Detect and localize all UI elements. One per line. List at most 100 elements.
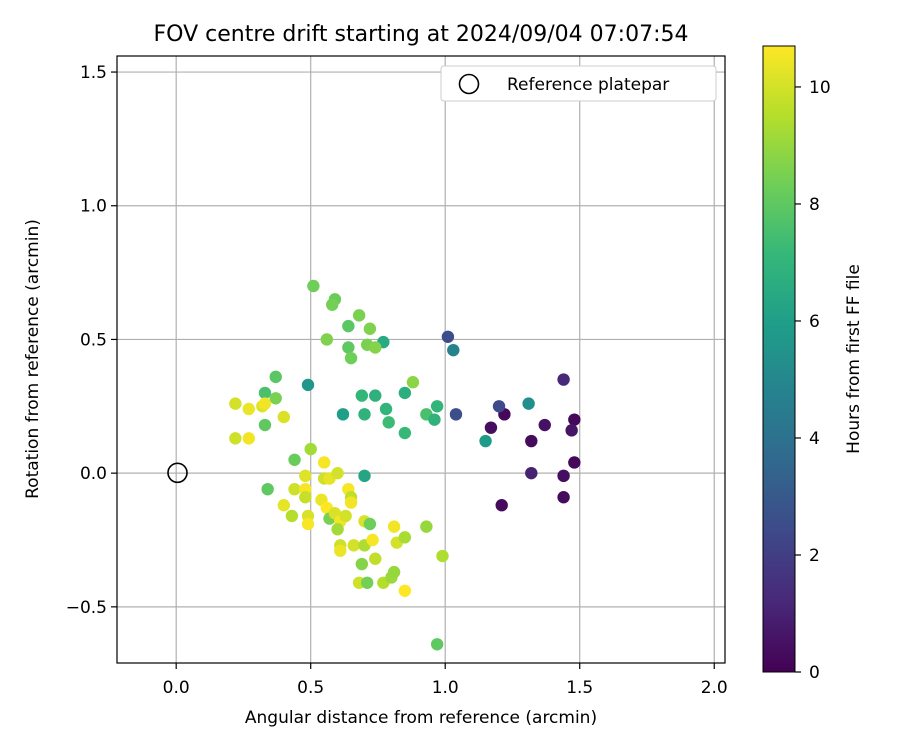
data-point — [382, 416, 395, 429]
data-point — [258, 397, 272, 410]
data-point — [334, 544, 347, 557]
data-point — [379, 402, 393, 416]
data-point — [336, 408, 350, 421]
data-point — [360, 576, 374, 589]
data-point — [342, 341, 355, 354]
data-point — [320, 333, 334, 346]
colorbar-tick-label: 4 — [809, 429, 820, 449]
data-point — [229, 432, 242, 445]
data-point — [398, 426, 412, 440]
data-point — [352, 309, 366, 322]
data-point — [366, 533, 379, 547]
data-point — [355, 389, 369, 402]
x-axis-ticks: 0.0 0.5 1.0 1.5 2.0 — [163, 663, 728, 698]
data-point — [495, 499, 508, 512]
data-point — [288, 482, 301, 496]
data-point — [449, 408, 463, 421]
data-point — [522, 397, 535, 410]
data-point — [387, 520, 401, 533]
data-point — [358, 408, 371, 421]
y-tick-label: 0.5 — [80, 330, 107, 350]
x-tick-label: 1.5 — [566, 678, 593, 698]
colorbar-tick-label: 8 — [809, 195, 820, 215]
data-point — [398, 584, 412, 598]
data-point — [428, 413, 441, 426]
data-points — [229, 279, 581, 651]
colorbar-bar — [762, 45, 796, 673]
data-point — [288, 453, 301, 466]
data-point — [344, 496, 358, 509]
data-point — [398, 531, 412, 544]
data-point — [430, 638, 444, 651]
data-point — [307, 279, 320, 293]
colorbar: 0 2 4 6 8 10 Hours from first FF file — [762, 45, 864, 683]
data-point — [369, 389, 382, 402]
data-point — [299, 469, 312, 483]
data-point — [565, 424, 578, 437]
data-point — [269, 370, 282, 384]
data-point — [420, 520, 433, 533]
data-point — [568, 413, 581, 426]
x-tick-label: 1.0 — [432, 678, 459, 698]
data-point — [525, 434, 538, 448]
chart-title: FOV centre drift starting at 2024/09/04 … — [154, 22, 689, 47]
data-point — [525, 466, 538, 480]
reference-marker — [167, 462, 188, 484]
y-axis-ticks: −0.5 0.0 0.5 1.0 1.5 — [66, 63, 117, 618]
x-tick-label: 2.0 — [701, 678, 728, 698]
data-point — [441, 330, 455, 343]
data-point — [242, 402, 256, 416]
data-point — [285, 509, 299, 523]
data-point — [363, 517, 377, 531]
colorbar-label: Hours from first FF file — [844, 264, 864, 454]
data-point — [277, 499, 290, 512]
data-point — [430, 400, 444, 413]
data-point — [299, 491, 312, 504]
colorbar-tick-label: 10 — [809, 78, 831, 98]
legend: Reference platepar — [440, 65, 717, 102]
colorbar-tick-label: 6 — [809, 312, 820, 332]
data-point — [447, 343, 460, 357]
data-point — [369, 341, 382, 354]
legend-marker — [458, 73, 480, 95]
data-point — [229, 397, 242, 410]
grid — [117, 56, 725, 663]
y-tick-label: 1.0 — [80, 197, 107, 217]
data-point — [277, 410, 290, 424]
data-point — [557, 373, 570, 386]
data-point — [242, 432, 256, 445]
data-point — [387, 565, 401, 579]
legend-label: Reference platepar — [507, 75, 669, 95]
x-axis-label: Angular distance from reference (arcmin) — [245, 708, 597, 728]
data-point — [317, 456, 331, 469]
data-point — [369, 552, 382, 565]
data-point — [355, 557, 369, 571]
colorbar-ticks: 0 2 4 6 8 10 — [795, 78, 831, 683]
data-point — [557, 469, 570, 483]
y-axis-label: Rotation from reference (arcmin) — [23, 219, 43, 499]
data-point — [406, 376, 420, 389]
y-tick-label: 0.0 — [80, 464, 107, 484]
data-point — [258, 386, 272, 400]
y-tick-label: 1.5 — [80, 63, 107, 83]
data-point — [261, 482, 274, 496]
data-point — [358, 469, 371, 483]
plot-frame — [116, 55, 726, 664]
data-point — [301, 378, 315, 392]
data-point — [269, 392, 282, 405]
data-point — [484, 421, 498, 434]
data-point — [568, 456, 581, 469]
data-point — [331, 466, 344, 480]
data-point — [301, 517, 315, 531]
x-tick-label: 0.0 — [163, 678, 190, 698]
colorbar-tick-label: 0 — [809, 663, 820, 683]
data-point — [557, 491, 570, 504]
data-point — [326, 298, 339, 311]
data-point — [538, 418, 551, 432]
data-point — [492, 400, 506, 413]
data-point — [479, 434, 492, 448]
data-point — [258, 418, 272, 432]
data-point — [436, 549, 449, 563]
legend-box — [440, 65, 717, 102]
